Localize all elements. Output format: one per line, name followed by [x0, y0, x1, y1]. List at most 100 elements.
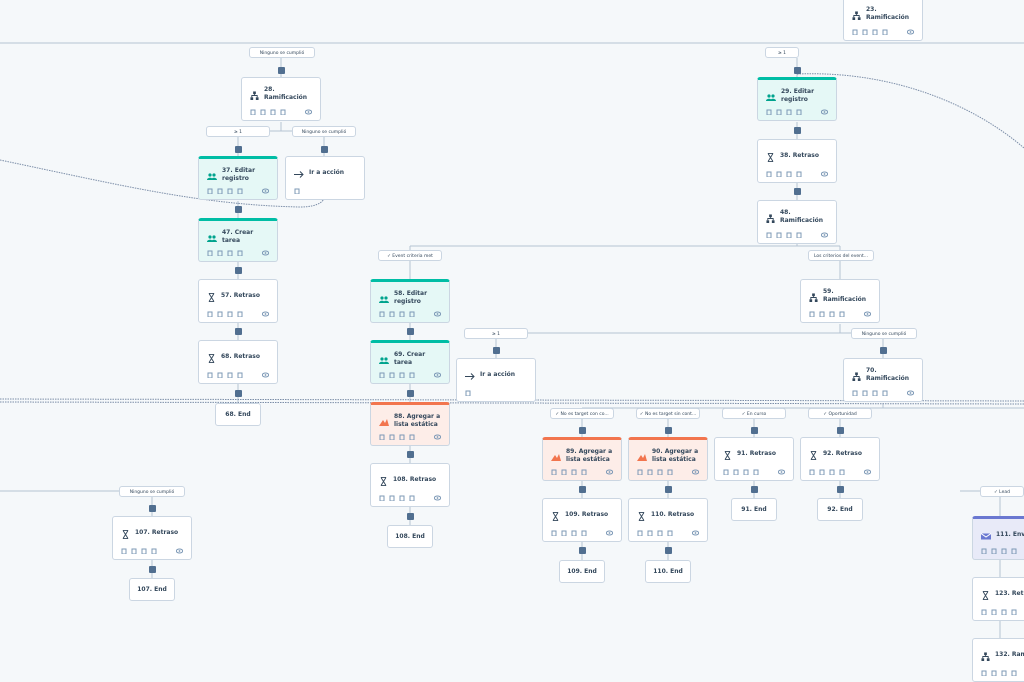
- action-card[interactable]: 90. Agregar a lista estática: [628, 437, 708, 481]
- action-label: 108. Retraso: [393, 476, 437, 483]
- end-node: 107. End: [129, 578, 175, 601]
- add-button[interactable]: [836, 485, 844, 493]
- action-card[interactable]: 70. Ramificación: [843, 358, 923, 402]
- card-toolbar: [852, 389, 914, 397]
- add-button[interactable]: [320, 145, 328, 153]
- action-card[interactable]: 29. Editar registro: [757, 77, 837, 121]
- action-icon: [379, 289, 389, 308]
- action-card[interactable]: 59. Ramificación: [800, 279, 880, 323]
- action-label: 69. Crear tarea: [394, 351, 426, 366]
- end-node: 92. End: [817, 498, 863, 521]
- branch-label: ≥ 1: [464, 328, 528, 339]
- action-card[interactable]: 88. Agregar a lista estática: [370, 402, 450, 446]
- action-icon: [637, 506, 646, 525]
- add-button[interactable]: [750, 485, 758, 493]
- action-icon: [207, 348, 216, 367]
- add-button[interactable]: [406, 327, 414, 335]
- action-card[interactable]: Ir a acción: [456, 358, 536, 402]
- add-button[interactable]: [234, 145, 242, 153]
- action-card[interactable]: 107. Retraso: [112, 516, 192, 560]
- action-card[interactable]: 89. Agregar a lista estática: [542, 437, 622, 481]
- card-toolbar: [723, 468, 785, 476]
- add-button[interactable]: [148, 565, 156, 573]
- add-button[interactable]: [664, 546, 672, 554]
- action-icon: [207, 228, 217, 247]
- card-header: 110. Retraso: [629, 499, 707, 525]
- action-label: 57. Retraso: [221, 292, 260, 299]
- add-button[interactable]: [234, 327, 242, 335]
- action-card[interactable]: 68. Retraso: [198, 340, 278, 384]
- add-button[interactable]: [234, 266, 242, 274]
- action-icon: [207, 166, 217, 185]
- card-header: 23. Ramificación: [844, 0, 922, 24]
- card-toolbar: [809, 468, 871, 476]
- action-card[interactable]: 38. Retraso: [757, 139, 837, 183]
- add-button[interactable]: [277, 66, 285, 74]
- add-button[interactable]: [664, 426, 672, 434]
- branch-label: ✓ No es target sin cont...: [636, 408, 700, 419]
- action-label: 59. Ramificación: [823, 288, 867, 303]
- add-button[interactable]: [793, 66, 801, 74]
- action-label: 111. Envia: [996, 531, 1024, 538]
- card-header: 58. Editar registro: [371, 282, 449, 308]
- add-button[interactable]: [793, 126, 801, 134]
- branch-label: ≥ 1: [765, 47, 799, 58]
- action-label: 107. Retraso: [135, 529, 179, 536]
- card-header: 29. Editar registro: [758, 80, 836, 106]
- card-toolbar: [809, 310, 871, 318]
- card-toolbar: [379, 310, 441, 318]
- card-toolbar: [766, 231, 828, 239]
- card-header: 107. Retraso: [113, 517, 191, 543]
- action-card[interactable]: 57. Retraso: [198, 279, 278, 323]
- action-card[interactable]: Ir a acción: [285, 156, 365, 200]
- action-card[interactable]: 47. Crear tarea: [198, 218, 278, 262]
- add-button[interactable]: [406, 512, 414, 520]
- add-button[interactable]: [793, 187, 801, 195]
- branch-label: ≥ 1: [206, 126, 270, 137]
- add-button[interactable]: [234, 205, 242, 213]
- add-button[interactable]: [836, 426, 844, 434]
- action-label: 68. Retraso: [221, 353, 260, 360]
- action-card[interactable]: 28. Ramificación: [241, 77, 321, 121]
- action-label: 29. Editar registro: [781, 88, 815, 103]
- action-icon: [766, 208, 775, 227]
- action-card[interactable]: 109. Retraso: [542, 498, 622, 542]
- add-button[interactable]: [578, 546, 586, 554]
- action-label: 37. Editar registro: [222, 167, 256, 182]
- action-card[interactable]: 91. Retraso: [714, 437, 794, 481]
- action-card[interactable]: 111. Envia: [972, 516, 1024, 560]
- card-header: 91. Retraso: [715, 438, 793, 464]
- add-button[interactable]: [664, 485, 672, 493]
- add-button[interactable]: [406, 389, 414, 397]
- branch-label: ✓ Lead: [980, 486, 1024, 497]
- action-card[interactable]: 123. Retra: [972, 577, 1024, 621]
- card-header: 47. Crear tarea: [199, 221, 277, 247]
- action-card[interactable]: 48. Ramificación: [757, 200, 837, 244]
- add-button[interactable]: [406, 450, 414, 458]
- action-card[interactable]: 108. Retraso: [370, 463, 450, 507]
- branch-label: ✓ En curso: [722, 408, 786, 419]
- action-icon: [465, 366, 475, 385]
- add-button[interactable]: [879, 346, 887, 354]
- action-card[interactable]: 132. Rami: [972, 638, 1024, 682]
- action-label: 23. Ramificación: [866, 6, 910, 21]
- add-button[interactable]: [578, 485, 586, 493]
- action-card[interactable]: 23. Ramificación: [843, 0, 923, 41]
- action-card[interactable]: 110. Retraso: [628, 498, 708, 542]
- add-button[interactable]: [148, 504, 156, 512]
- action-icon: [637, 447, 647, 466]
- action-card[interactable]: 58. Editar registro: [370, 279, 450, 323]
- action-label: Ir a acción: [309, 169, 345, 176]
- add-button[interactable]: [750, 426, 758, 434]
- card-header: 108. Retraso: [371, 464, 449, 490]
- card-header: 70. Ramificación: [844, 359, 922, 385]
- action-icon: [852, 366, 861, 385]
- action-card[interactable]: 69. Crear tarea: [370, 340, 450, 384]
- card-header: Ir a acción: [286, 157, 364, 183]
- add-button[interactable]: [492, 346, 500, 354]
- action-card[interactable]: 37. Editar registro: [198, 156, 278, 200]
- card-header: 37. Editar registro: [199, 159, 277, 185]
- add-button[interactable]: [578, 426, 586, 434]
- action-card[interactable]: 92. Retraso: [800, 437, 880, 481]
- add-button[interactable]: [234, 389, 242, 397]
